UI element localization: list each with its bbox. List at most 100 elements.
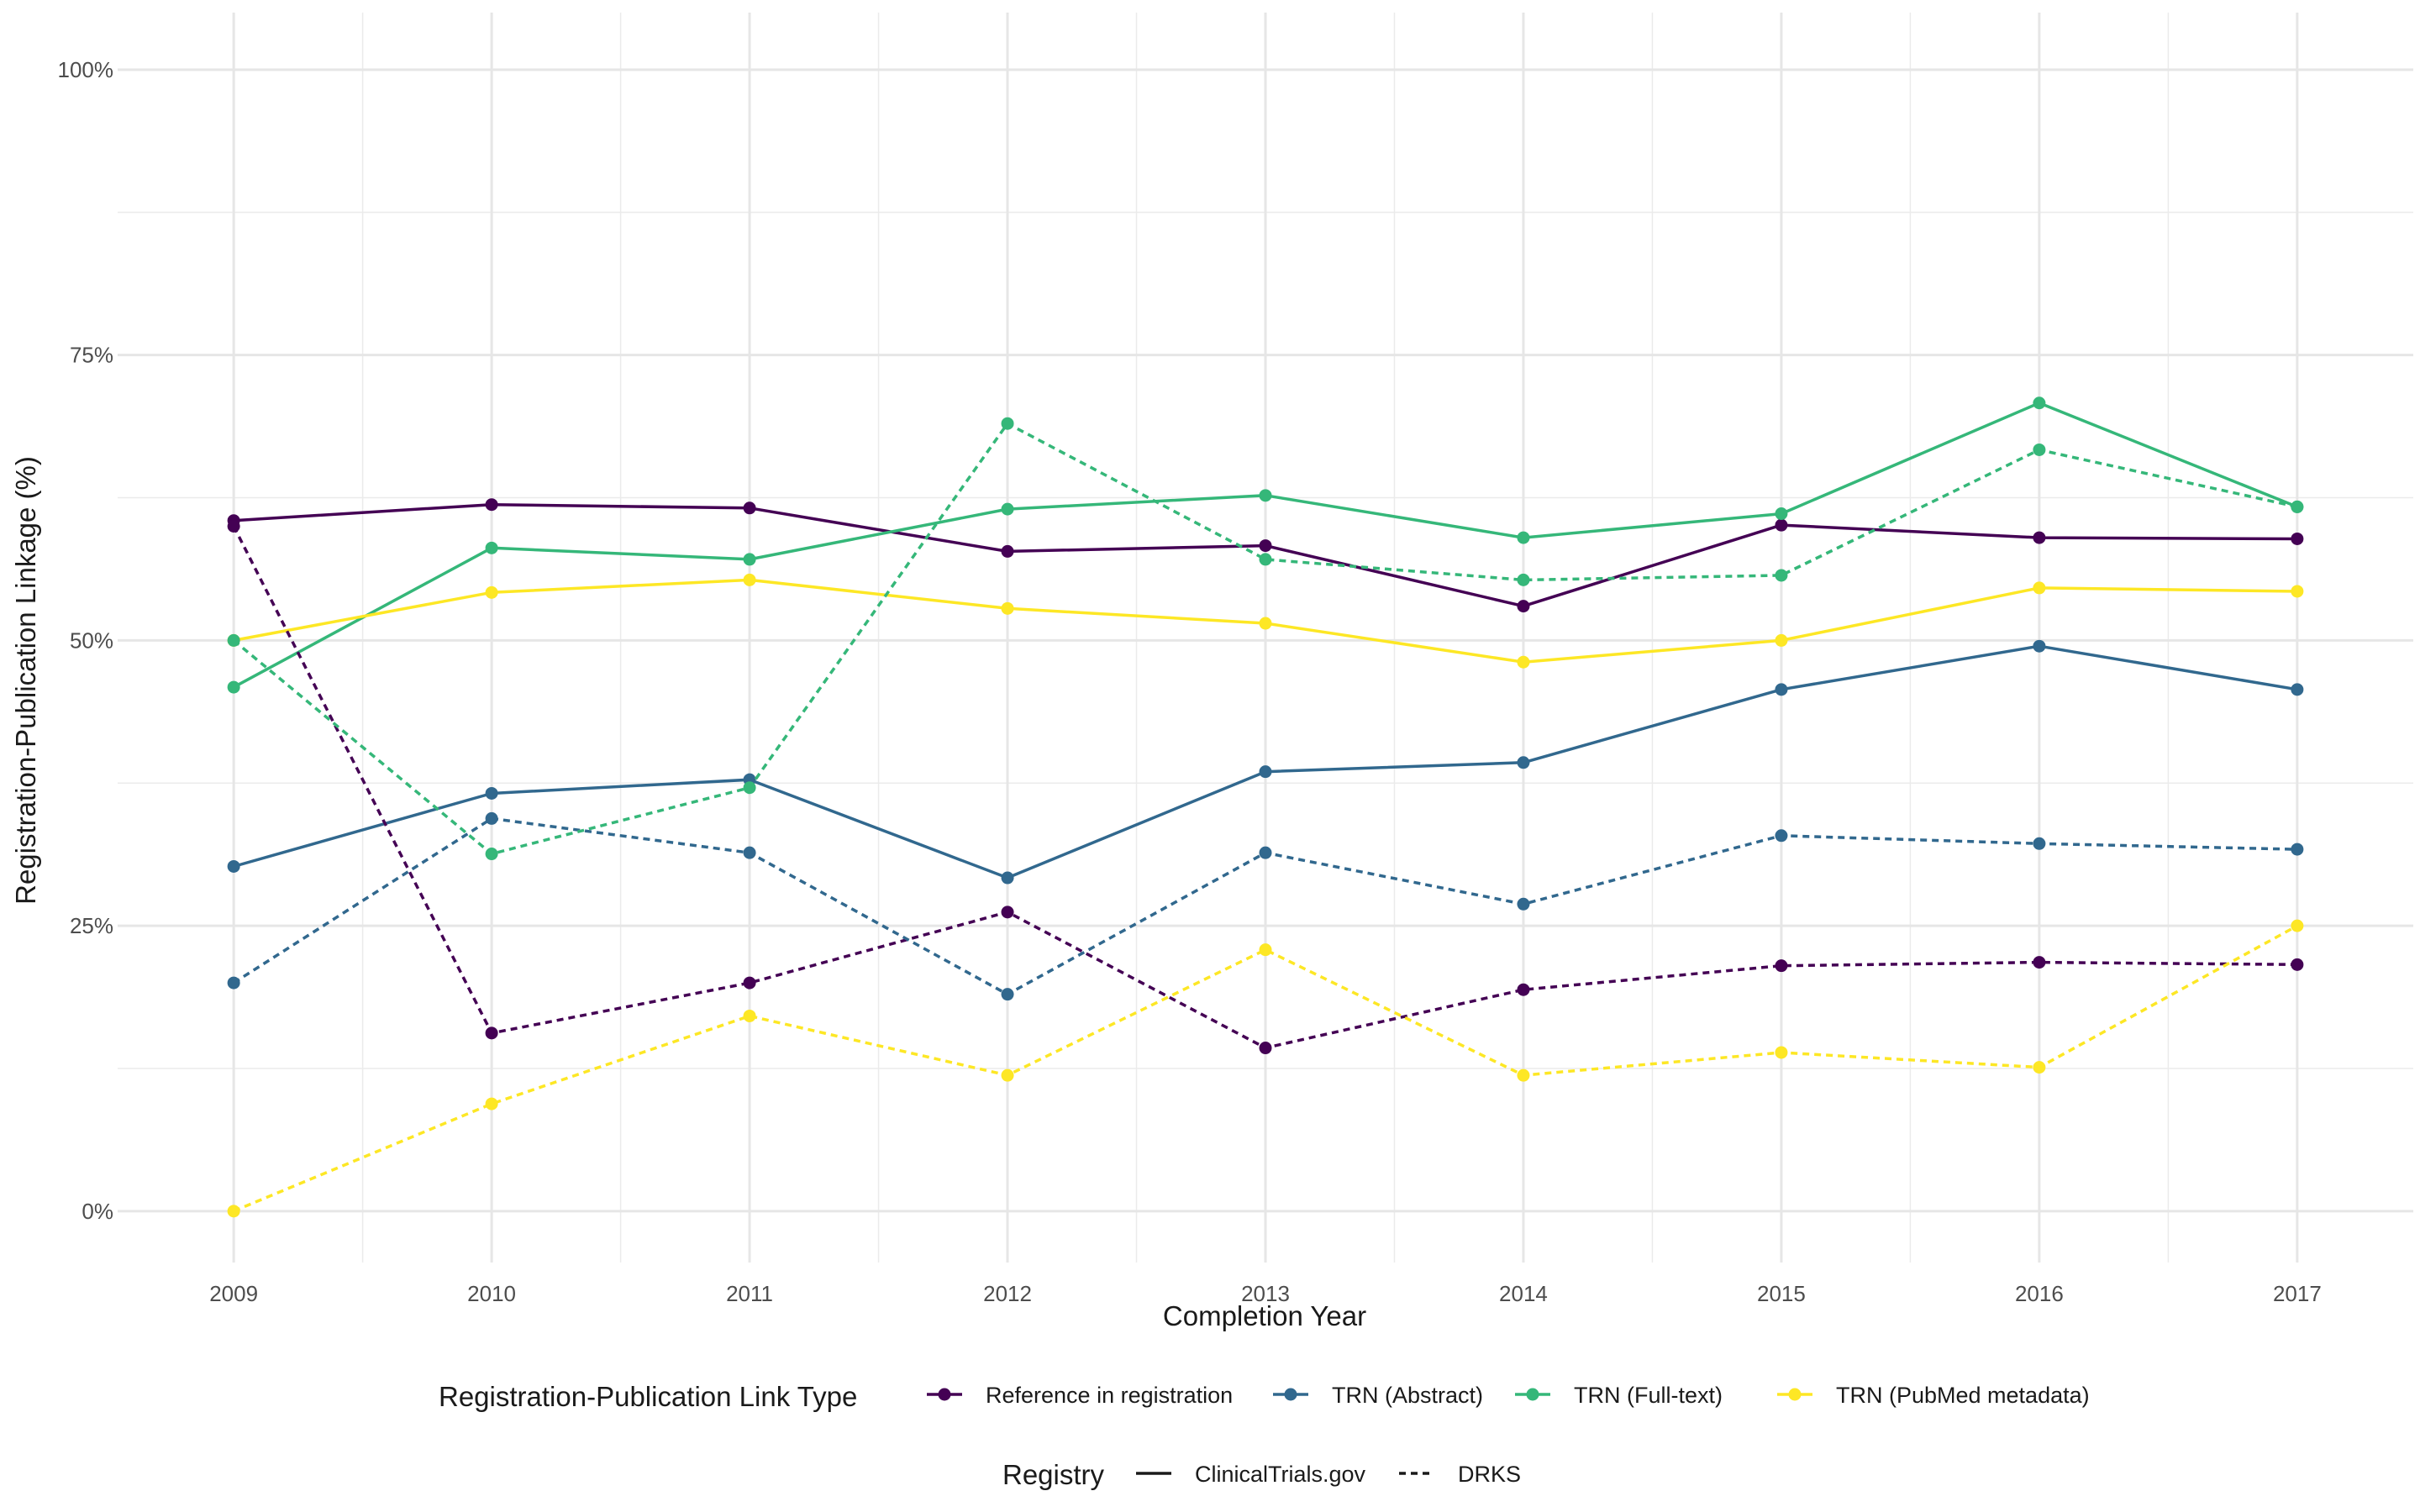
data-point: [227, 976, 240, 990]
data-point: [2033, 396, 2046, 410]
data-point: [743, 553, 756, 566]
data-point: [1517, 1068, 1530, 1082]
color-legend: Registration-Publication Link Type Refer…: [439, 1381, 2090, 1412]
data-point: [2033, 443, 2046, 456]
data-point: [1517, 600, 1530, 613]
data-point: [1001, 871, 1014, 885]
data-point: [2033, 956, 2046, 969]
linetype-legend-entry: ClinicalTrials.gov: [1136, 1462, 1366, 1487]
data-point: [1775, 1046, 1788, 1059]
y-axis-title: Registration-Publication Linkage (%): [10, 456, 41, 905]
data-point: [2033, 581, 2046, 595]
data-point: [2033, 837, 2046, 850]
axis-tick-labels: 2009 2010 2011 2012 2013 2014 2015 2016 2017 0% 25…: [58, 57, 2322, 1306]
data-point: [1775, 683, 1788, 696]
data-point: [2291, 958, 2304, 971]
data-point: [485, 811, 498, 825]
legend-key-point: [938, 1388, 951, 1401]
legend-key-point: [1526, 1388, 1539, 1401]
x-tick-label: 2015: [1757, 1281, 1806, 1306]
data-point: [227, 859, 240, 873]
data-point: [1259, 553, 1272, 566]
data-point: [227, 633, 240, 647]
data-point: [1259, 489, 1272, 502]
series-line: [232, 422, 2298, 856]
x-tick-label: 2016: [2015, 1281, 2064, 1306]
linetype-legend-title: Registry: [1002, 1459, 1105, 1490]
data-point: [1001, 502, 1014, 516]
legend-key-point: [1788, 1388, 1802, 1401]
data-point: [485, 848, 498, 861]
data-point: [743, 846, 756, 859]
color-legend-entry: TRN (Full-text): [1515, 1383, 1723, 1408]
data-point: [1775, 518, 1788, 532]
data-point: [1259, 539, 1272, 553]
series-trn-full-text-drks: [227, 417, 2304, 861]
data-point: [743, 781, 756, 795]
data-series: [227, 396, 2304, 1218]
x-tick-label: 2013: [1241, 1281, 1290, 1306]
data-point: [2291, 843, 2304, 856]
data-point: [1259, 943, 1272, 957]
x-tick-label: 2014: [1499, 1281, 1548, 1306]
data-point: [227, 520, 240, 533]
y-tick-label: 100%: [58, 57, 114, 82]
color-legend-entry: Reference in registration: [927, 1383, 1233, 1408]
data-point: [227, 1205, 240, 1218]
data-point: [2291, 585, 2304, 598]
data-point: [485, 786, 498, 800]
legend-label: TRN (Full-text): [1574, 1383, 1723, 1408]
data-point: [1517, 573, 1530, 586]
x-tick-label: 2010: [467, 1281, 516, 1306]
data-point: [1775, 633, 1788, 647]
data-point: [1775, 829, 1788, 843]
series-line: [233, 924, 2298, 1213]
y-tick-label: 25%: [70, 913, 113, 938]
data-point: [1001, 906, 1014, 919]
series-reference-in-registration-drks: [227, 520, 2304, 1055]
data-point: [227, 680, 240, 694]
data-point: [2033, 531, 2046, 544]
color-legend-entry: TRN (PubMed metadata): [1777, 1383, 2090, 1408]
data-point: [1517, 655, 1530, 669]
legend-label: Reference in registration: [986, 1383, 1233, 1408]
legend-label: TRN (Abstract): [1332, 1383, 1483, 1408]
data-point: [485, 1097, 498, 1110]
data-point: [1775, 569, 1788, 582]
series-trn-pubmed-metadata-drks: [227, 919, 2304, 1218]
linetype-legend: Registry ClinicalTrials.gov DRKS: [1002, 1459, 1521, 1490]
data-point: [2033, 639, 2046, 653]
x-tick-label: 2012: [983, 1281, 1032, 1306]
data-point: [1517, 531, 1530, 544]
data-point: [743, 501, 756, 515]
data-point: [1001, 988, 1014, 1001]
data-point: [1775, 959, 1788, 973]
data-point: [743, 573, 756, 586]
data-point: [1259, 1042, 1272, 1055]
data-point: [485, 541, 498, 554]
x-tick-label: 2017: [2273, 1281, 2322, 1306]
legend-label: ClinicalTrials.gov: [1195, 1462, 1366, 1487]
data-point: [2291, 683, 2304, 696]
data-point: [743, 976, 756, 990]
data-point: [1001, 1068, 1014, 1082]
data-point: [1001, 601, 1014, 615]
data-point: [1517, 983, 1530, 996]
x-tick-label: 2009: [209, 1281, 258, 1306]
y-tick-label: 50%: [70, 627, 113, 653]
data-point: [485, 585, 498, 599]
data-point: [2291, 500, 2304, 513]
y-tick-label: 75%: [70, 343, 113, 368]
x-tick-label: 2011: [726, 1281, 773, 1306]
data-point: [1001, 417, 1014, 430]
data-point: [1259, 846, 1272, 859]
legend-label: TRN (PubMed metadata): [1836, 1383, 2090, 1408]
legend-key-point: [1284, 1388, 1297, 1401]
data-point: [485, 498, 498, 512]
color-legend-entry: TRN (Abstract): [1273, 1383, 1483, 1408]
x-axis-title: Completion Year: [1163, 1300, 1366, 1331]
data-point: [1517, 756, 1530, 769]
data-point: [743, 1009, 756, 1022]
